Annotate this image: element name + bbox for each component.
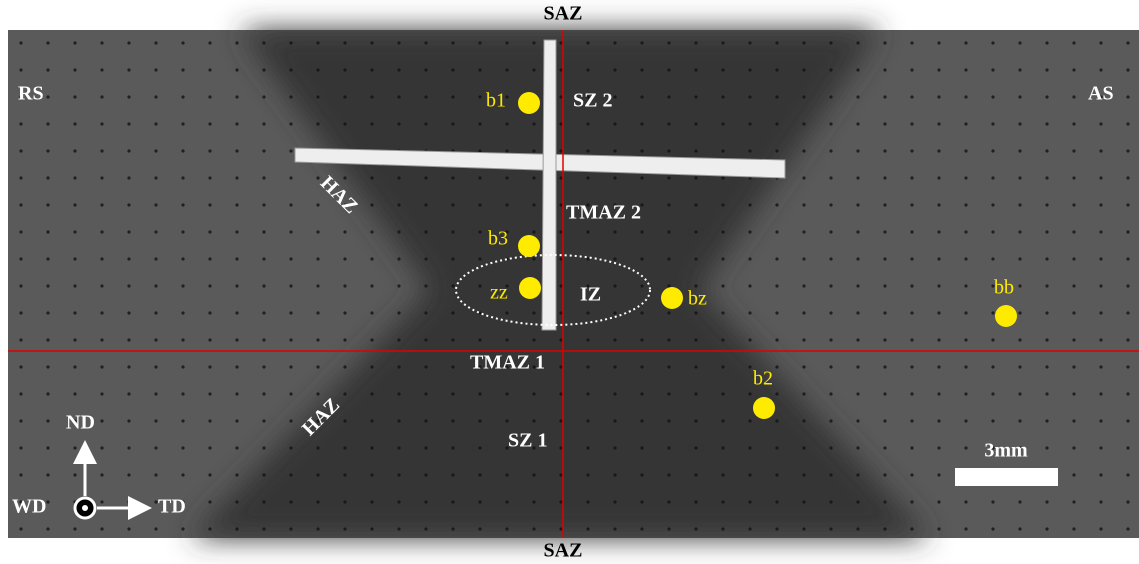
point-label: b2 bbox=[753, 368, 773, 390]
figure: b1 b3 zz bz bb b2 SAZ SAZ RS AS SZ 2 SZ … bbox=[0, 0, 1139, 564]
point-label: zz bbox=[490, 282, 508, 304]
zone-label: IZ bbox=[580, 284, 601, 306]
axis-label: ND bbox=[66, 412, 95, 434]
zone-label: SAZ bbox=[544, 3, 583, 25]
point bbox=[753, 397, 775, 419]
axis-label: TD bbox=[158, 496, 186, 518]
scale-label: 3mm bbox=[984, 440, 1028, 462]
zone-label: SZ 1 bbox=[508, 430, 547, 452]
point bbox=[995, 305, 1017, 327]
point bbox=[518, 92, 540, 114]
side-label: RS bbox=[18, 83, 44, 105]
point-label: bz bbox=[688, 288, 707, 310]
point-label: b3 bbox=[488, 228, 508, 250]
point bbox=[518, 235, 540, 257]
zone-label: SZ 2 bbox=[573, 90, 612, 112]
point bbox=[519, 277, 541, 299]
zone-label: SAZ bbox=[544, 540, 583, 562]
point-label: b1 bbox=[486, 90, 506, 112]
axis-label: WD bbox=[12, 496, 46, 518]
side-label: AS bbox=[1088, 83, 1114, 105]
zone-label: TMAZ 1 bbox=[470, 352, 545, 374]
point bbox=[661, 287, 683, 309]
zone-label: TMAZ 2 bbox=[566, 202, 641, 224]
point-label: bb bbox=[994, 277, 1014, 299]
